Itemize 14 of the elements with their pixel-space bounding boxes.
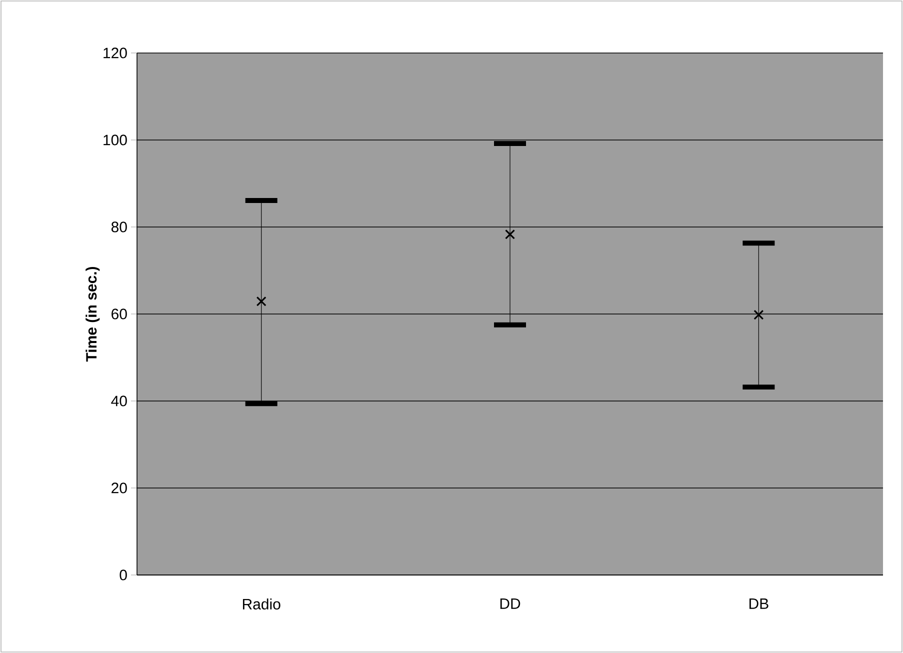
y-tick-label: 100: [104, 134, 127, 146]
x-tick-label: Radio: [242, 598, 280, 610]
y-axis-title: Time (in sec.): [86, 266, 100, 362]
x-tick-label: DB: [749, 598, 768, 609]
y-tick-label: 60: [112, 308, 127, 320]
y-tick-label: 80: [111, 222, 127, 232]
y-tick-label: 20: [112, 482, 127, 494]
x-tick-label: DD: [500, 598, 520, 609]
y-tick-label: 40: [111, 396, 127, 406]
y-tick-label: 120: [104, 48, 127, 58]
point: [256, 296, 266, 306]
point: [504, 229, 516, 240]
point: [754, 310, 764, 320]
y-tick-label: 0: [120, 570, 127, 580]
